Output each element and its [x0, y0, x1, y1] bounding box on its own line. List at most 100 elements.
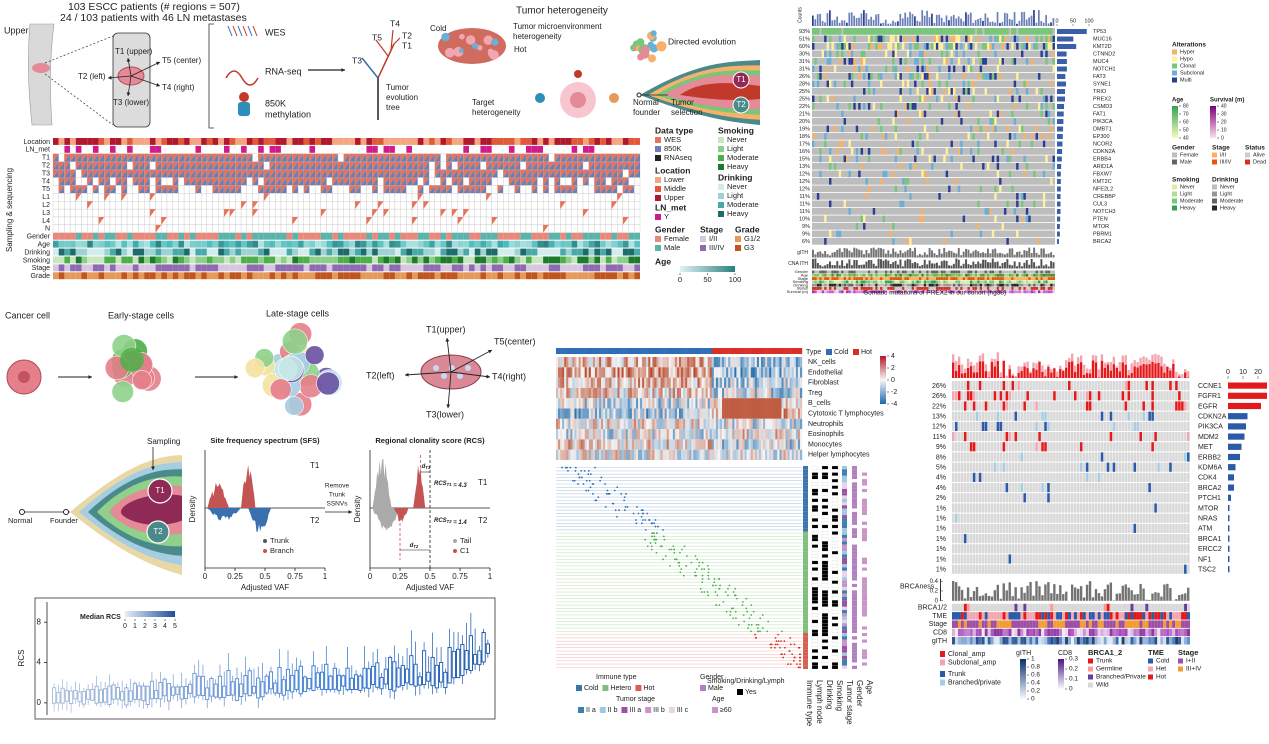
annotation-cell — [417, 145, 424, 153]
annotation-cell — [977, 290, 980, 294]
sample-mark — [628, 169, 635, 178]
annotation-cell — [241, 248, 247, 256]
annotation-cell — [605, 145, 612, 153]
annotation-cell — [58, 232, 65, 240]
mutation-cell — [950, 35, 953, 43]
annotation-cell — [875, 270, 878, 274]
sample-mark — [565, 169, 572, 178]
annotation-cell — [292, 240, 299, 248]
sample-cell — [309, 224, 316, 233]
mutation-cell — [1025, 58, 1029, 65]
sample-mark — [75, 193, 82, 202]
sample-mark — [514, 185, 521, 194]
annotation-cell — [826, 270, 830, 274]
track-bar-decor — [1013, 261, 1016, 269]
frequency-bar — [1057, 96, 1065, 102]
annotation-cell — [899, 273, 902, 277]
count-bar-decor — [838, 22, 841, 26]
sample-mark — [212, 177, 219, 186]
sample-mark — [70, 185, 76, 194]
annotation-cell — [583, 272, 589, 280]
mutation-cell — [928, 73, 932, 80]
annotation-cell — [588, 256, 595, 264]
annotation-cell — [469, 240, 475, 248]
mutation-cell — [921, 215, 924, 223]
sample-mark — [87, 177, 93, 186]
row-label: Survival (m) — [787, 289, 809, 294]
annotation-cell — [548, 138, 555, 145]
annotation-cell — [600, 232, 606, 240]
annotation-cell — [394, 232, 401, 240]
sample-mark — [594, 153, 601, 162]
sample-cell — [474, 216, 481, 226]
sample-cell — [560, 208, 567, 218]
sample-mark — [109, 185, 116, 194]
sample-mark — [349, 161, 356, 170]
sample-cell — [371, 193, 378, 202]
sample-cell — [166, 208, 173, 218]
mutation-cell — [848, 208, 851, 215]
annotation-cell — [841, 290, 844, 294]
sample-mark — [223, 185, 230, 194]
sample-mark — [400, 177, 407, 186]
annotation-cell — [429, 248, 435, 256]
grid-row-bg — [812, 230, 1055, 238]
mutation-cell — [1023, 170, 1026, 178]
mutation-cell — [1028, 43, 1031, 50]
mutation-cell — [1035, 35, 1038, 43]
sample-cell — [428, 224, 435, 233]
mutation-cell — [977, 73, 980, 80]
mutation-cell — [897, 43, 900, 50]
sample-cell — [474, 201, 481, 210]
annotation-cell — [115, 138, 122, 145]
sample-cell — [423, 193, 430, 202]
sample-cell — [183, 201, 190, 210]
sample-cell — [195, 216, 202, 226]
sample-cell — [52, 216, 59, 226]
count-bar-decor — [1045, 15, 1047, 26]
count-bar-decor — [984, 13, 987, 26]
mutation-cell — [1006, 125, 1009, 133]
sample-mark — [355, 177, 361, 186]
annotation-cell — [81, 256, 88, 264]
track-bar-decor — [904, 260, 907, 269]
mutation-cell — [991, 230, 995, 238]
sample-mark — [531, 153, 538, 162]
sample-cell — [503, 224, 510, 233]
annotation-cell — [212, 145, 219, 153]
sample-mark — [292, 185, 299, 194]
annotation-cell — [940, 277, 944, 280]
sample-cell — [246, 177, 253, 186]
mutation-cell — [1045, 103, 1048, 110]
sample-cell — [229, 193, 236, 202]
clone-icon — [647, 54, 657, 63]
annotation-cell — [434, 264, 441, 272]
annotation-cell — [166, 272, 173, 280]
annotation-cell — [855, 277, 859, 280]
track-bar-decor — [984, 253, 987, 258]
sample-cell — [343, 193, 350, 202]
annotation-cell — [457, 264, 464, 272]
count-bar-decor — [996, 12, 999, 26]
annotation-cell — [940, 290, 944, 294]
track-bar-decor — [889, 264, 892, 269]
annotation-cell — [1025, 290, 1029, 294]
mutation-cell — [865, 28, 868, 35]
legend-label: RNAseq — [664, 153, 692, 162]
track-bar-decor — [875, 249, 878, 258]
sample-mark — [600, 169, 606, 178]
mutation-cell — [1020, 200, 1024, 208]
mutation-cell — [850, 80, 854, 88]
sample-cell — [64, 224, 71, 233]
legend-swatch — [718, 146, 724, 152]
row-label: Location — [24, 139, 51, 146]
count-bar-decor — [1011, 19, 1013, 26]
sample-cell — [161, 224, 168, 233]
sample-cell — [315, 193, 322, 202]
sample-cell — [178, 193, 185, 202]
sample-mark — [600, 153, 606, 162]
annotation-cell — [280, 145, 287, 153]
annotation-cell — [824, 290, 827, 294]
annotation-cell — [1045, 283, 1048, 287]
track-bar-decor — [867, 259, 870, 269]
